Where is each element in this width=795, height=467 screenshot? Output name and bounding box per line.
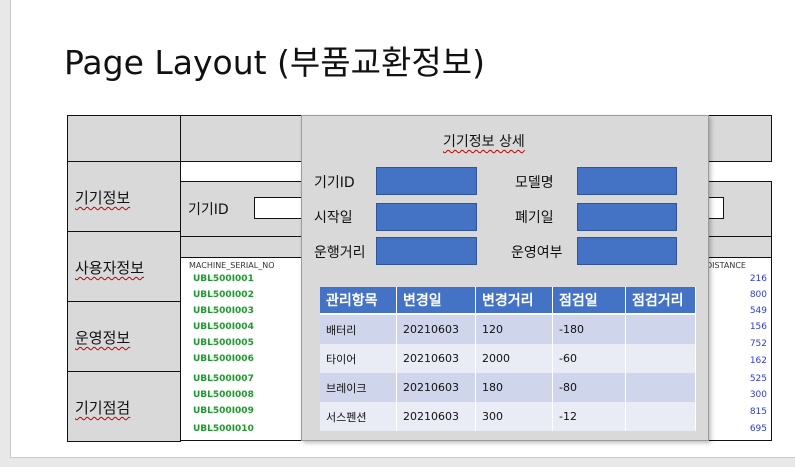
serial-cell[interactable]: UBL500I008 [193, 390, 254, 400]
table-cell: 300 [475, 402, 553, 431]
table-cell: 배터리 [320, 314, 397, 344]
serial-cell[interactable]: UBL500I006 [193, 354, 254, 364]
device-id-field-label: 기기ID [314, 175, 355, 191]
column-header[interactable]: 점검거리 [625, 287, 696, 315]
sidebar-item-label: 운영정보 [75, 329, 131, 347]
table-cell: 20210603 [396, 402, 476, 431]
table-cell: 120 [475, 314, 553, 344]
table-cell [625, 402, 696, 431]
sidebar-item-label: 사용자정보 [75, 259, 145, 277]
table-cell: 20210603 [396, 314, 476, 344]
device-id-field[interactable] [376, 167, 477, 195]
operation-status-field[interactable] [577, 237, 677, 265]
distance-cell: 752 [749, 339, 767, 349]
serial-cell[interactable]: UBL500I004 [193, 322, 254, 332]
distance-cell: 525 [749, 374, 767, 384]
sidebar-item-user-info[interactable]: 사용자정보 [67, 231, 181, 302]
serial-cell[interactable]: UBL500I001 [193, 274, 254, 284]
operation-status-field-label: 운영여부 [511, 245, 563, 261]
model-name-field-label: 모델명 [515, 175, 554, 191]
device-id-label: 기기ID [188, 202, 229, 218]
table-cell: 20210603 [396, 373, 476, 402]
serial-cell[interactable]: UBL500I009 [193, 406, 254, 416]
serial-cell[interactable]: UBL500I002 [193, 290, 254, 300]
distance-column-header: DISTANCE [706, 261, 746, 270]
sidebar-item-device-info[interactable]: 기기정보 [67, 161, 181, 232]
table-cell: 브레이크 [320, 373, 397, 402]
part-exchange-table: 관리항목 변경일 변경거리 점검일 점검거리 배터리 20210603 120 … [320, 287, 696, 431]
serial-cell[interactable]: UBL500I003 [193, 306, 254, 316]
column-header[interactable]: 변경일 [396, 287, 476, 315]
distance-cell: 549 [749, 306, 767, 316]
column-header[interactable]: 관리항목 [320, 287, 397, 315]
serial-cell[interactable]: UBL500I007 [193, 374, 254, 384]
operating-distance-field[interactable] [376, 237, 477, 265]
start-date-field-label: 시작일 [314, 210, 353, 226]
column-header[interactable]: 점검일 [552, 287, 626, 315]
table-cell: 20210603 [396, 344, 476, 373]
serial-column-header: MACHINE_SERIAL_NO [189, 261, 275, 270]
table-cell: 서스펜션 [320, 402, 397, 431]
table-cell [625, 373, 696, 402]
popup-title: 기기정보 상세 [443, 134, 525, 150]
table-cell: -180 [552, 314, 626, 344]
sidebar-item-label: 기기점검 [75, 399, 131, 417]
distance-cell: 695 [749, 424, 767, 434]
right-input-box[interactable] [708, 197, 724, 219]
device-id-input[interactable] [254, 197, 304, 219]
top-left-header-cell [67, 115, 181, 162]
table-cell [625, 314, 696, 344]
model-name-field[interactable] [577, 167, 677, 195]
distance-cell: 800 [749, 290, 767, 300]
serial-cell[interactable]: UBL500I010 [193, 424, 254, 434]
column-header[interactable]: 변경거리 [475, 287, 553, 315]
table-header-row: 관리항목 변경일 변경거리 점검일 점검거리 [320, 287, 696, 315]
operating-distance-field-label: 운행거리 [314, 245, 366, 261]
sidebar-item-label: 기기정보 [75, 189, 131, 207]
disposal-date-field-label: 폐기일 [515, 210, 554, 226]
table-row[interactable]: 서스펜션 20210603 300 -12 [320, 402, 696, 431]
table-cell: -80 [552, 373, 626, 402]
table-cell: 2000 [475, 344, 553, 373]
table-row[interactable]: 타이어 20210603 2000 -60 [320, 344, 696, 373]
distance-cell: 815 [749, 407, 767, 417]
sidebar-item-operation-info[interactable]: 운영정보 [67, 301, 181, 372]
start-date-field[interactable] [376, 203, 477, 231]
distance-cell: 162 [749, 356, 767, 366]
page-title: Page Layout (부품교환정보) [64, 43, 485, 82]
table-cell: -60 [552, 344, 626, 373]
table-cell: -12 [552, 402, 626, 431]
table-cell [625, 344, 696, 373]
table-row[interactable]: 브레이크 20210603 180 -80 [320, 373, 696, 402]
table-row[interactable]: 배터리 20210603 120 -180 [320, 314, 696, 344]
distance-cell: 300 [749, 390, 767, 400]
serial-cell[interactable]: UBL500I005 [193, 338, 254, 348]
disposal-date-field[interactable] [577, 203, 677, 231]
distance-cell: 216 [749, 274, 767, 284]
table-cell: 180 [475, 373, 553, 402]
sidebar-item-device-inspection[interactable]: 기기점검 [67, 371, 181, 442]
table-cell: 타이어 [320, 344, 397, 373]
distance-cell: 156 [749, 322, 767, 332]
